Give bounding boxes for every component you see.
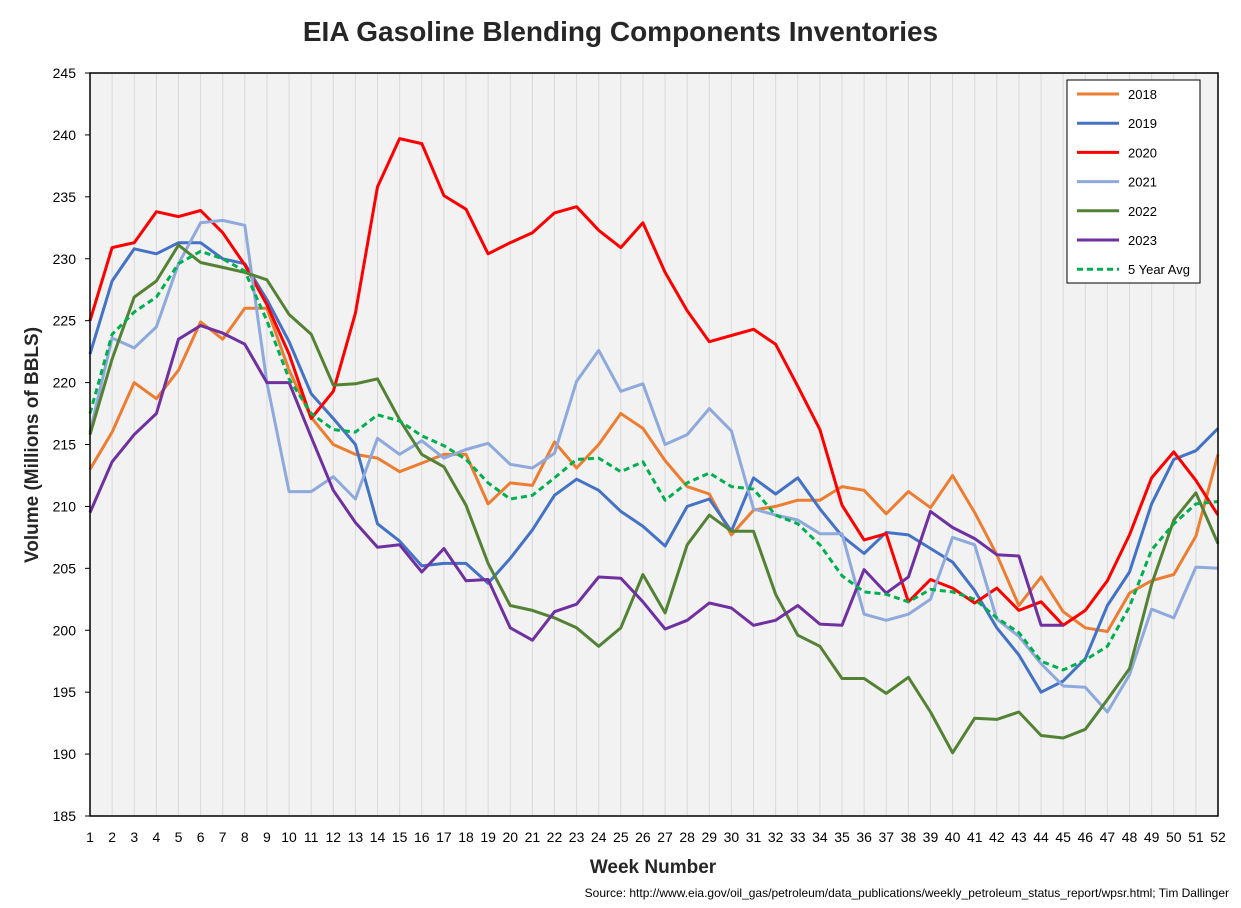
legend: 2018 2019 2020 2021 2022 2023 5 Year Avg xyxy=(1066,79,1201,284)
x-tick-label: 36 xyxy=(856,829,872,845)
series-line-2023 xyxy=(88,324,1064,642)
x-tick-label: 2 xyxy=(108,829,116,845)
x-tick-label: 43 xyxy=(1011,829,1027,845)
series-lines xyxy=(88,137,1220,755)
y-tick-label: 185 xyxy=(53,808,77,824)
y-tick-label: 205 xyxy=(53,560,77,576)
y-axis-ticks: 185 190 195 200 205 210 215 220 225 230 235 240 245 xyxy=(53,65,90,824)
x-tick-label: 5 xyxy=(175,829,183,845)
x-tick-label: 45 xyxy=(1055,829,1071,845)
x-tick-label: 21 xyxy=(525,829,541,845)
x-tick-label: 28 xyxy=(679,829,695,845)
y-tick-label: 245 xyxy=(53,65,77,81)
x-tick-label: 44 xyxy=(1033,829,1049,845)
legend-label: 2021 xyxy=(1128,175,1157,190)
legend-label: 5 Year Avg xyxy=(1128,262,1190,277)
x-tick-label: 37 xyxy=(878,829,894,845)
legend-label: 2018 xyxy=(1128,87,1157,102)
x-tick-label: 19 xyxy=(480,829,496,845)
y-tick-label: 200 xyxy=(53,622,77,638)
y-tick-label: 235 xyxy=(53,189,77,205)
x-tick-label: 6 xyxy=(197,829,205,845)
x-tick-label: 22 xyxy=(547,829,563,845)
x-tick-label: 10 xyxy=(281,829,297,845)
legend-label: 2023 xyxy=(1128,233,1157,248)
x-tick-label: 52 xyxy=(1210,829,1226,845)
x-tick-label: 34 xyxy=(812,829,828,845)
series-line-2021 xyxy=(88,218,1219,714)
x-tick-label: 32 xyxy=(768,829,784,845)
x-tick-label: 17 xyxy=(436,829,452,845)
series-line-2019 xyxy=(88,241,1220,694)
x-tick-label: 46 xyxy=(1078,829,1094,845)
x-tick-label: 33 xyxy=(790,829,806,845)
x-tick-label: 27 xyxy=(657,829,673,845)
x-tick-label: 14 xyxy=(370,829,386,845)
y-tick-label: 190 xyxy=(53,746,77,762)
x-tick-label: 24 xyxy=(591,829,607,845)
x-tick-label: 13 xyxy=(348,829,364,845)
x-tick-label: 20 xyxy=(502,829,518,845)
x-tick-label: 39 xyxy=(923,829,939,845)
x-tick-label: 4 xyxy=(152,829,160,845)
x-tick-label: 51 xyxy=(1188,829,1204,845)
x-axis-ticks: 1 2 3 4 5 6 7 8 9 10 11 12 13 14 15 16 17 18 19 20 21 22 23 24 2… xyxy=(86,829,1226,845)
x-tick-label: 29 xyxy=(702,829,718,845)
y-tick-label: 240 xyxy=(53,127,77,143)
x-tick-label: 25 xyxy=(613,829,629,845)
x-tick-label: 9 xyxy=(263,829,271,845)
x-tick-label: 18 xyxy=(458,829,474,845)
y-tick-label: 215 xyxy=(53,437,77,453)
legend-label: 2019 xyxy=(1128,116,1157,131)
x-tick-label: 38 xyxy=(901,829,917,845)
x-tick-label: 8 xyxy=(241,829,249,845)
series-line-5-year-avg xyxy=(88,249,1219,672)
legend-label: 2020 xyxy=(1128,145,1157,160)
x-tick-label: 11 xyxy=(304,829,319,845)
x-tick-label: 1 xyxy=(86,829,94,845)
x-tick-label: 50 xyxy=(1166,829,1182,845)
x-tick-label: 7 xyxy=(219,829,227,845)
x-tick-label: 30 xyxy=(724,829,740,845)
x-tick-label: 23 xyxy=(569,829,585,845)
x-tick-label: 40 xyxy=(945,829,961,845)
series-line-2022 xyxy=(88,243,1220,755)
x-tick-label: 12 xyxy=(326,829,342,845)
y-axis-label: Volume (Millions of BBLS) xyxy=(22,327,43,563)
y-tick-label: 220 xyxy=(53,375,77,391)
x-tick-label: 47 xyxy=(1100,829,1116,845)
source-note: Source: http://www.eia.gov/oil_gas/petro… xyxy=(584,886,1229,900)
x-tick-label: 42 xyxy=(989,829,1005,845)
x-tick-label: 3 xyxy=(130,829,138,845)
y-tick-label: 230 xyxy=(53,251,77,267)
x-tick-label: 41 xyxy=(967,829,983,845)
x-tick-label: 31 xyxy=(746,829,762,845)
chart-title: EIA Gasoline Blending Components Invento… xyxy=(302,16,939,47)
legend-label: 2022 xyxy=(1128,204,1157,219)
y-tick-label: 225 xyxy=(53,313,77,329)
x-tick-label: 26 xyxy=(635,829,651,845)
y-tick-label: 195 xyxy=(53,684,77,700)
x-tick-label: 48 xyxy=(1122,829,1138,845)
y-tick-label: 210 xyxy=(53,498,77,514)
series-line-2020 xyxy=(88,137,1220,627)
x-tick-label: 16 xyxy=(414,829,430,845)
x-axis-label: Week Number xyxy=(590,857,717,878)
x-tick-label: 49 xyxy=(1144,829,1160,845)
x-tick-label: 15 xyxy=(392,829,408,845)
x-tick-label: 35 xyxy=(834,829,850,845)
